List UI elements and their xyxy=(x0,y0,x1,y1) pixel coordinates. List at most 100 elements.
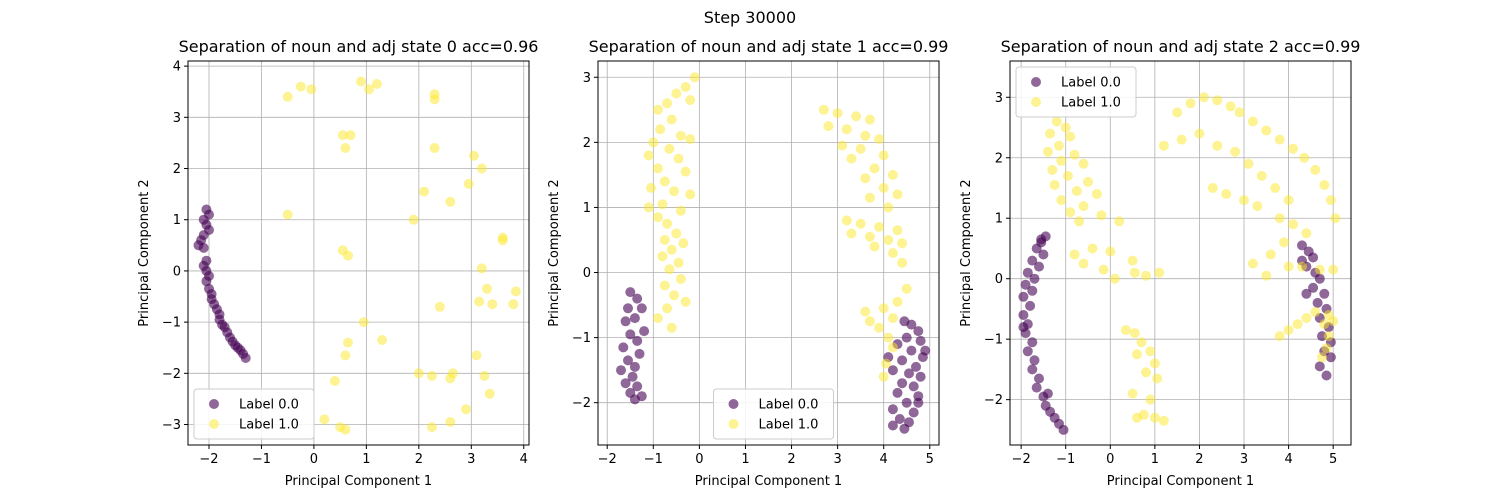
data-point xyxy=(282,209,293,220)
data-point xyxy=(869,241,880,252)
data-point xyxy=(1274,134,1285,145)
data-point xyxy=(652,212,663,223)
data-point xyxy=(1056,155,1067,166)
data-point xyxy=(1042,388,1053,399)
data-point xyxy=(1038,249,1049,260)
data-point xyxy=(1270,183,1281,193)
data-point xyxy=(1314,273,1325,284)
data-point xyxy=(419,186,430,197)
x-tick-label: 5 xyxy=(926,452,934,467)
data-point xyxy=(508,299,519,310)
data-point xyxy=(476,263,487,274)
data-point xyxy=(1025,300,1036,311)
data-point xyxy=(476,163,487,174)
subplot-title: Separation of noun and adj state 0 acc=0… xyxy=(179,37,539,56)
data-point xyxy=(1299,152,1310,163)
data-point xyxy=(643,150,654,161)
y-tick-label: 1 xyxy=(583,201,591,216)
legend: Label 0.0 Label 1.0 xyxy=(713,388,834,440)
y-tick-label: −1 xyxy=(162,316,181,331)
data-point xyxy=(1129,267,1140,278)
data-point xyxy=(1308,252,1319,263)
data-point xyxy=(625,329,636,340)
y-tick-label: 3 xyxy=(583,71,591,86)
data-point xyxy=(434,301,445,312)
data-point xyxy=(1109,273,1120,284)
data-point xyxy=(1283,325,1294,336)
data-point xyxy=(1243,158,1254,169)
x-tick-label: 3 xyxy=(467,452,475,467)
data-point xyxy=(823,121,834,132)
data-point xyxy=(887,342,898,353)
data-point xyxy=(881,358,891,369)
subplot-0: −2 −1 0 1 2 3 4 −3 −2 −1 0 1 2 3 4 Separation of noun a… xyxy=(137,37,538,489)
legend-label: Label 0.0 xyxy=(1061,76,1121,91)
data-point xyxy=(901,332,912,343)
data-point xyxy=(864,192,875,203)
y-tick-label: 1 xyxy=(995,212,1003,227)
x-tick-label: 5 xyxy=(1329,452,1337,467)
data-point xyxy=(1319,180,1330,190)
axes-frame xyxy=(597,60,940,446)
data-point xyxy=(1319,288,1330,299)
data-point xyxy=(669,186,679,197)
data-point xyxy=(685,189,696,200)
data-point xyxy=(883,202,894,213)
data-point xyxy=(841,124,852,135)
data-point xyxy=(1083,176,1093,187)
data-point xyxy=(846,228,857,239)
data-point xyxy=(1065,131,1076,142)
data-point xyxy=(510,286,521,297)
x-tick-label: 2 xyxy=(787,452,795,467)
data-point xyxy=(1047,164,1058,175)
y-tick-label: 0 xyxy=(995,272,1003,287)
data-point xyxy=(851,111,862,122)
data-point xyxy=(680,296,691,307)
subplot-title: Separation of noun and adj state 2 acc=0… xyxy=(1001,37,1361,56)
data-point xyxy=(445,417,456,427)
data-point xyxy=(913,326,924,337)
data-point xyxy=(675,274,686,284)
data-point xyxy=(664,264,675,275)
data-point xyxy=(904,368,914,379)
data-point xyxy=(445,196,456,207)
data-point xyxy=(652,313,663,324)
data-point xyxy=(864,231,875,242)
data-point xyxy=(860,173,871,184)
data-point xyxy=(869,163,880,174)
data-point xyxy=(685,134,696,145)
y-tick-label: 3 xyxy=(995,91,1003,106)
x-tick-label: 2 xyxy=(1195,452,1203,467)
x-tick-label: 1 xyxy=(741,452,749,467)
data-point xyxy=(892,296,903,307)
data-point xyxy=(1225,101,1236,112)
data-point xyxy=(1212,95,1223,106)
data-point xyxy=(1172,107,1183,118)
data-point xyxy=(1261,270,1272,281)
data-point xyxy=(662,218,673,229)
data-point xyxy=(426,422,437,433)
data-point xyxy=(1310,307,1321,317)
data-point xyxy=(201,276,212,287)
data-point xyxy=(1029,355,1040,366)
data-point xyxy=(1323,331,1334,342)
x-tick-label: −2 xyxy=(1012,452,1031,467)
data-point xyxy=(901,283,912,294)
data-point xyxy=(429,94,440,105)
data-point xyxy=(874,222,885,232)
data-point xyxy=(908,407,919,418)
data-point xyxy=(671,228,682,239)
data-point xyxy=(1069,249,1080,260)
data-point xyxy=(1297,261,1307,272)
data-point xyxy=(897,257,908,268)
data-point xyxy=(659,235,670,245)
data-point xyxy=(657,251,668,262)
x-tick-label: −1 xyxy=(1056,452,1075,467)
data-point xyxy=(445,373,456,384)
data-point xyxy=(874,134,885,145)
data-point xyxy=(1239,195,1249,206)
legend: Label 0.0 Label 1.0 xyxy=(193,388,315,440)
data-point xyxy=(1060,122,1071,133)
data-point xyxy=(1234,107,1245,118)
